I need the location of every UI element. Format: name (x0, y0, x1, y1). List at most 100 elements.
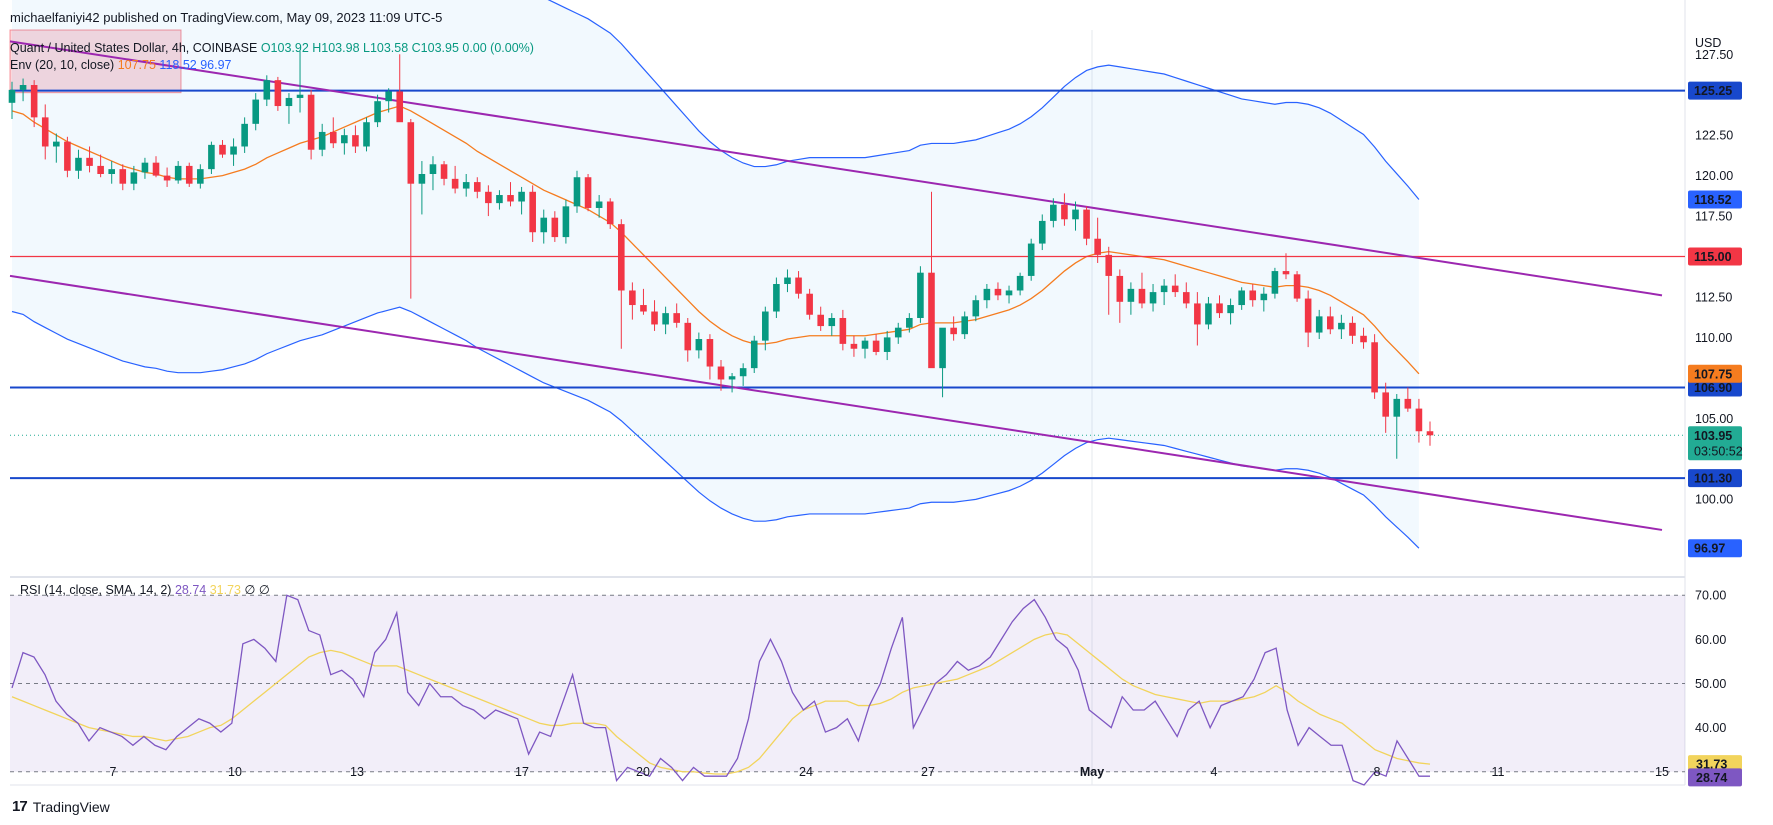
candle-body (606, 201, 614, 225)
main-legend: Quant / United States Dollar, 4h, COINBA… (10, 40, 534, 74)
candle-body (551, 217, 559, 238)
candle-body (341, 135, 348, 144)
level-badge-label-3: 101.30 (1694, 472, 1732, 486)
level-badge-label-1: 115.00 (1694, 250, 1732, 264)
candle-body (252, 99, 260, 124)
candle-body (828, 317, 836, 327)
price-badges: 125.25 115.00 106.90 101.30 118.52 107.75 103.… (1688, 81, 1743, 787)
candle-body (507, 195, 514, 202)
rsi-tick-label-2: 50.00 (1695, 677, 1726, 691)
candle-body (1326, 316, 1334, 330)
candle-body (1027, 243, 1035, 276)
candle-body (1205, 303, 1212, 325)
candle-body (462, 182, 470, 189)
level-badge-2 (1688, 378, 1742, 397)
candle-body (983, 288, 991, 301)
candle-body (485, 191, 492, 204)
candle-body (894, 327, 902, 338)
time-tick-label-1: 10 (228, 765, 242, 779)
candlestick-series (8, 51, 1434, 459)
candle-body (717, 366, 725, 380)
candle-body (1138, 288, 1146, 304)
candle-body (396, 91, 404, 123)
envelope-band (11, 0, 1420, 549)
candle-body (407, 122, 415, 184)
candle-body (872, 340, 880, 352)
envelope-label[interactable]: Env (20, 10, close) (10, 58, 115, 72)
candle-body (1382, 392, 1389, 417)
rsi-label[interactable]: RSI (14, close, SMA, 14, 2) (20, 583, 172, 597)
candle-body (1349, 322, 1356, 336)
candle-body (1149, 292, 1157, 304)
ohlc-values: O103.92 H103.98 L103.58 C103.95 0.00 (0.… (260, 41, 534, 55)
price-badge-2 (1688, 426, 1742, 461)
candle-body (41, 117, 49, 147)
candle-body (662, 313, 669, 325)
candle-body (1083, 209, 1090, 239)
channel-upper-line (9, 40, 1663, 297)
price-badge-label-2: 103.95 (1694, 429, 1732, 443)
candle-body (318, 131, 326, 150)
candle-body (152, 162, 160, 176)
price-tick-label-4: 112.50 (1695, 290, 1732, 304)
candle-body (141, 162, 149, 173)
candle-body (1171, 285, 1179, 293)
time-tick-label-2: 13 (350, 765, 364, 779)
candle-body (329, 131, 337, 144)
candle-body (1116, 275, 1124, 302)
level-badge-label-2: 106.90 (1694, 381, 1732, 395)
candle-body (1194, 303, 1201, 325)
time-tick-label-3: 17 (515, 765, 529, 779)
rsi-pane (10, 594, 1685, 786)
rsi-badge (1688, 768, 1742, 787)
grid (10, 0, 1686, 786)
candle-body (8, 89, 16, 103)
time-tick-label-9: 8 (1374, 765, 1381, 779)
candle-body (53, 141, 60, 147)
rsi-badge-label: 28.74 (1696, 771, 1727, 785)
candle-body (1094, 238, 1101, 255)
candle-body (230, 146, 237, 155)
candle-body (540, 217, 548, 233)
price-tick-label-0: 127.50 (1695, 48, 1733, 62)
level-badge-3 (1688, 469, 1742, 488)
candle-body (1238, 290, 1245, 306)
candle-body (750, 340, 758, 369)
published-by: michaelfaniyi42 published on TradingView… (10, 10, 443, 25)
tradingview-logo-icon: 17 (12, 798, 28, 815)
level-badge-1 (1688, 247, 1742, 266)
footer-brand[interactable]: 17 TradingView (12, 798, 110, 815)
candle-body (1127, 288, 1135, 302)
candle-body (518, 191, 525, 202)
candle-body (19, 85, 27, 90)
candle-body (451, 178, 459, 189)
candle-body (1315, 316, 1323, 333)
candle-body (1271, 271, 1279, 294)
envelope-fill (12, 0, 1419, 549)
candle-body (130, 172, 138, 184)
candle-body (473, 182, 481, 192)
time-tick-label-7: May (1080, 765, 1104, 779)
candle-body (1304, 298, 1312, 333)
candle-body (994, 288, 1002, 296)
rsi-sma-line (11, 632, 1431, 775)
candle-body (1005, 290, 1013, 296)
candle-body (274, 80, 282, 107)
candle-body (1038, 220, 1046, 244)
candle-body (529, 191, 536, 233)
candle-body (219, 144, 226, 155)
candle-body (850, 343, 858, 349)
time-tick-label-8: 4 (1211, 765, 1218, 779)
candle-body (1216, 303, 1223, 314)
rsi-value: 28.74 (174, 583, 207, 597)
candle-body (695, 339, 703, 351)
symbol-label[interactable]: Quant / United States Dollar, 4h, COINBA… (10, 41, 258, 55)
time-tick-label-0: 7 (110, 765, 117, 779)
envelope-lower-value: 96.97 (200, 58, 232, 72)
candle-body (961, 316, 969, 335)
candle-body (1371, 342, 1378, 393)
candle-body (1338, 322, 1345, 330)
rsi-sma-value: 31.73 (209, 583, 241, 597)
